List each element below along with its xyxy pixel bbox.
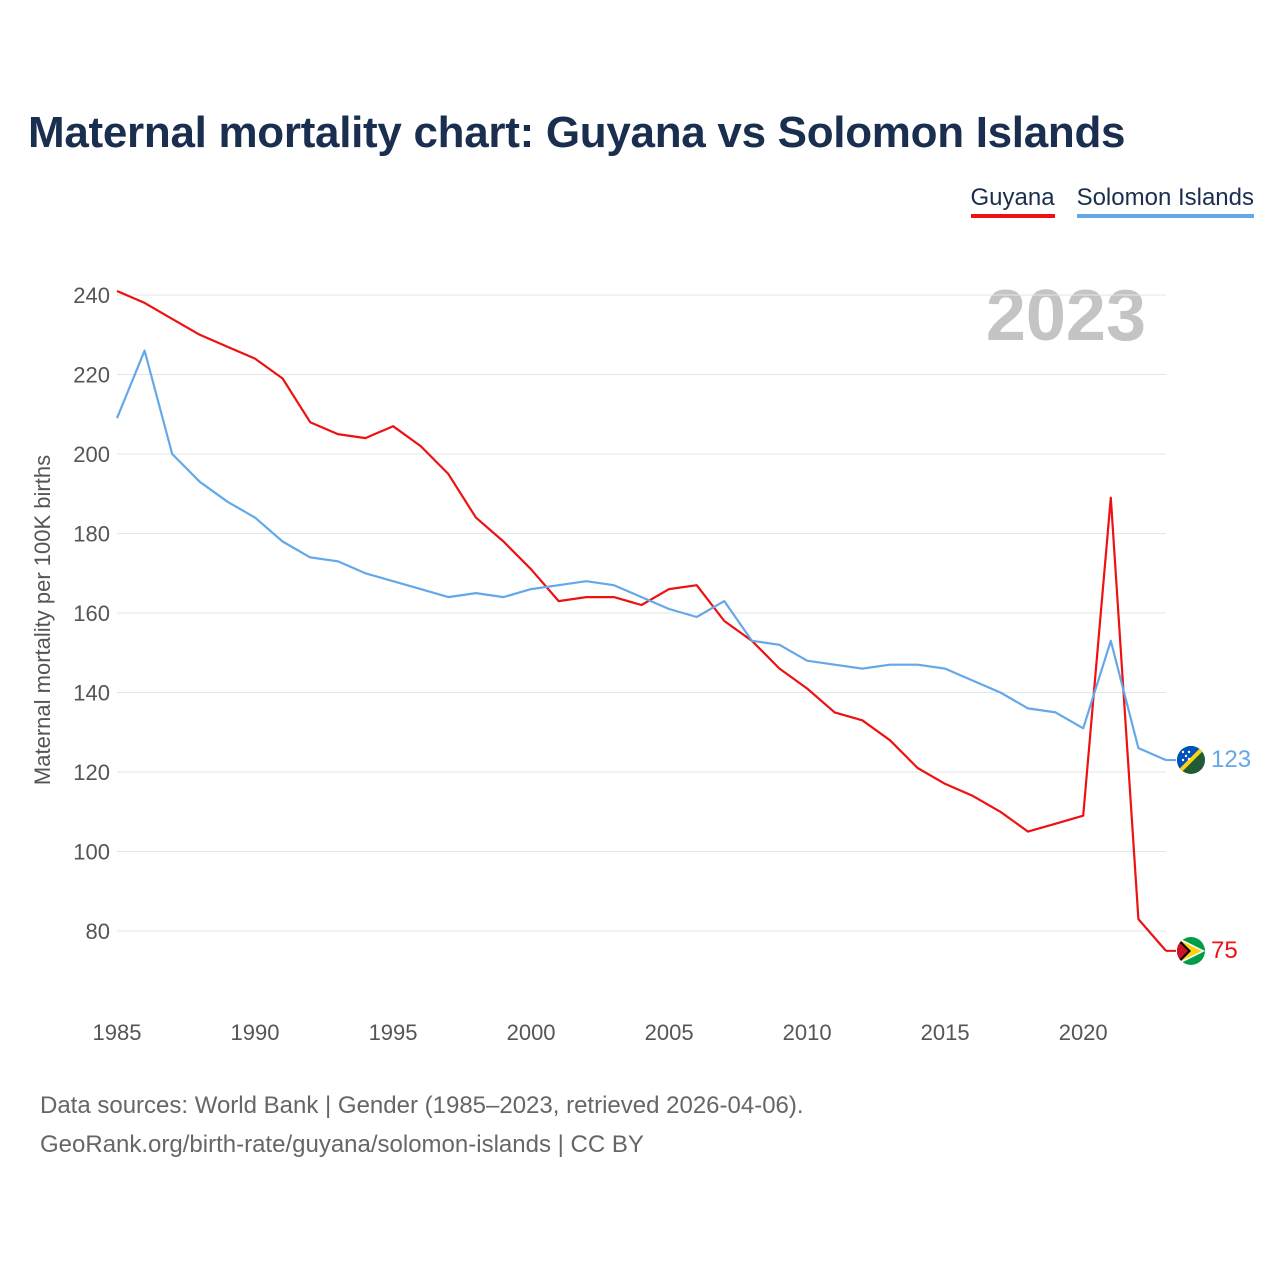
y-tick-label: 220	[73, 363, 110, 388]
gridlines	[117, 294, 1166, 932]
y-tick-label: 240	[73, 283, 110, 308]
footer-link[interactable]: GeoRank.org/birth-rate/guyana/solomon-is…	[40, 1131, 644, 1158]
x-tick-label: 2000	[507, 1020, 556, 1045]
year-watermark: 2023	[986, 276, 1146, 356]
x-tick-label: 2010	[783, 1020, 832, 1045]
y-tick-label: 160	[73, 601, 110, 626]
guyana-flag	[1177, 937, 1205, 965]
x-tick-label: 2005	[645, 1020, 694, 1045]
x-tick-label: 1995	[369, 1020, 418, 1045]
series-lines	[115, 289, 1176, 952]
x-tick-label: 1985	[93, 1020, 142, 1045]
footer: Data sources: World Bank | Gender (1985–…	[40, 1086, 804, 1164]
legend-item-guyana[interactable]: Guyana	[970, 184, 1055, 218]
end-label-solomon-islands: 123	[1211, 746, 1251, 773]
x-tick-label: 1990	[231, 1020, 280, 1045]
series-line-solomon-islands	[115, 349, 1167, 762]
x-tick-label: 2015	[921, 1020, 970, 1045]
x-tick-label: 2020	[1059, 1020, 1108, 1045]
footer-sources: Data sources: World Bank | Gender (1985–…	[40, 1092, 804, 1119]
y-tick-label: 120	[73, 760, 110, 785]
y-tick-label: 100	[73, 840, 110, 865]
y-axis-title: Maternal mortality per 100K births	[30, 455, 55, 785]
y-tick-label: 180	[73, 522, 110, 547]
y-tick-label: 200	[73, 442, 110, 467]
legend-item-solomon-islands[interactable]: Solomon Islands	[1076, 184, 1254, 218]
chart-title: Maternal mortality chart: Guyana vs Solo…	[28, 108, 1126, 157]
y-axis-ticks: 80 100 120 140 160 180 200 220 240	[73, 283, 110, 944]
y-tick-label: 140	[73, 681, 110, 706]
solomon-islands-flag	[1177, 746, 1205, 774]
end-label-guyana: 75	[1211, 937, 1238, 964]
x-axis-ticks: 1985 1990 1995 2000 2005 2010 2015 2020	[93, 1020, 1108, 1045]
series-line-guyana	[116, 289, 1167, 952]
legend: Guyana Solomon Islands	[970, 184, 1254, 218]
y-tick-label: 80	[86, 919, 110, 944]
